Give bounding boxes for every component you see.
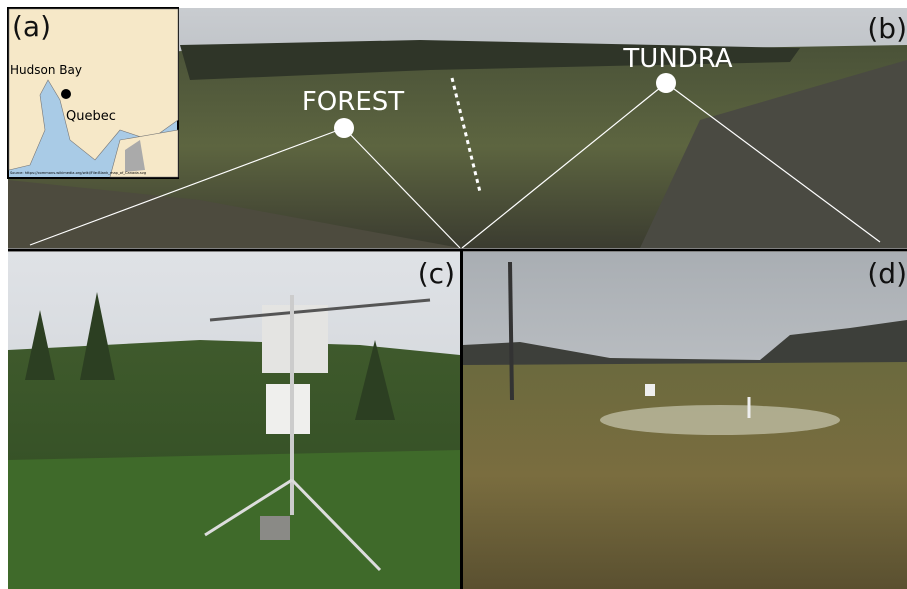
rocks [640,60,907,248]
logger [260,516,290,540]
panel-label: (c) [418,257,455,290]
panel-label: (b) [867,12,907,45]
tree [355,340,395,420]
site-dot [61,89,71,99]
pointer [343,127,461,249]
site-label: TUNDRA [622,44,732,74]
map-label: Hudson Bay [10,63,82,77]
land [8,8,179,171]
tree [25,310,55,380]
source: Source: https://commons.wikimedia.org/wi… [10,171,146,175]
lichen [600,405,840,435]
ridge [180,40,800,80]
panel-label: (d) [867,257,907,290]
panel-d: (d) [463,252,907,589]
ecotone-line [450,77,482,193]
instrument-box [262,305,328,373]
tripod [290,478,382,572]
ground [8,450,460,589]
site-marker [334,118,354,138]
site-marker [656,73,676,93]
tree [80,292,115,380]
panel-b: FOREST TUNDRA (b) [8,8,907,249]
panel-a: (a) Hudson Bay Quebec Source: https://co… [7,7,179,179]
us-region [125,140,145,172]
panel-label: (a) [12,10,51,43]
tripod [204,478,293,537]
rocks [8,180,460,248]
instrument-box [266,384,310,434]
tower [508,261,514,401]
pointer [665,82,881,243]
map-label: Quebec [66,109,116,124]
pointer [29,127,345,246]
pointer [461,82,667,249]
tundra [463,362,907,589]
site-label: FOREST [302,87,404,117]
instrument [645,384,655,396]
boom [209,298,431,322]
panel-c: (c) [8,252,460,589]
